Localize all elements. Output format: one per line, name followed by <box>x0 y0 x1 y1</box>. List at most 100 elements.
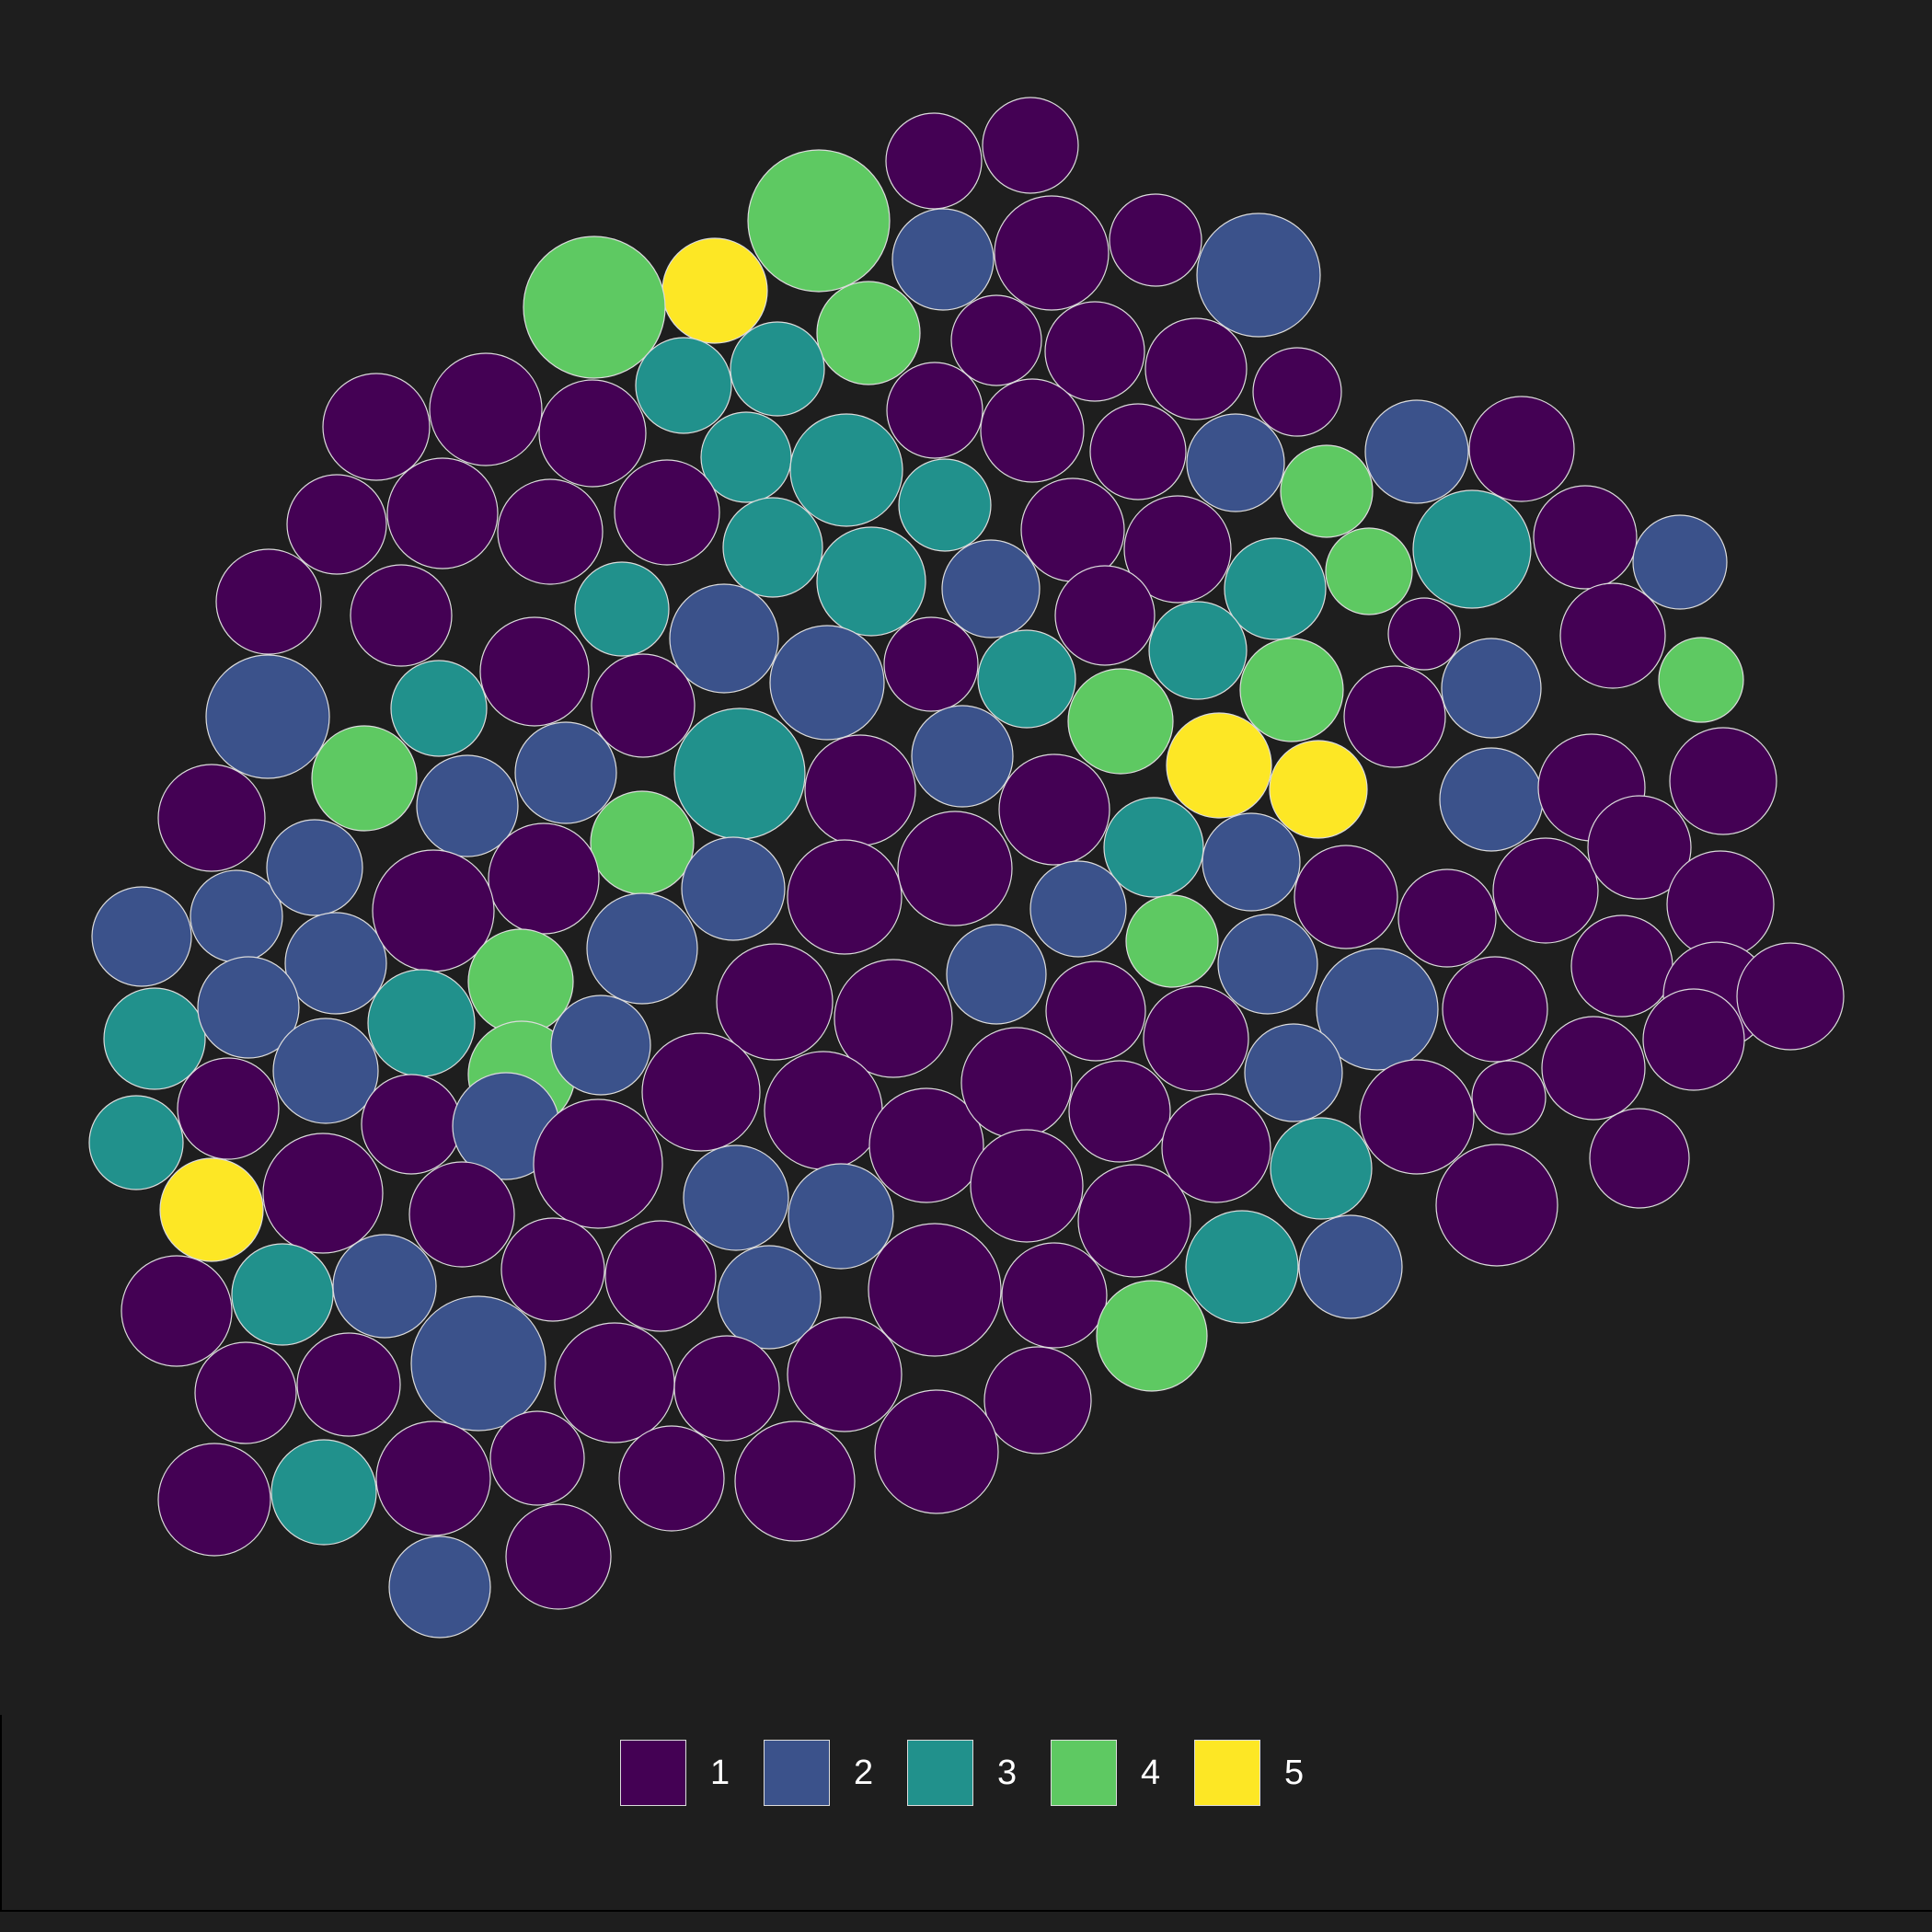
bubble-group-4 <box>747 149 891 293</box>
bubble-group-1 <box>538 379 647 488</box>
bubble-group-4 <box>816 281 921 385</box>
bubble-group-2 <box>891 208 995 311</box>
bubble-group-1 <box>1541 1016 1646 1121</box>
bubble-group-1 <box>1045 960 1146 1062</box>
bubble-group-1 <box>361 1074 462 1175</box>
bubble-group-2 <box>769 625 885 741</box>
bubble-group-1 <box>897 811 1013 926</box>
frame-line-bottom <box>0 1910 1932 1912</box>
bubble-group-3 <box>1270 1117 1373 1220</box>
bubble-group-1 <box>408 1161 515 1268</box>
bubble-group-5 <box>1166 712 1272 819</box>
bubble-group-2 <box>1217 914 1318 1015</box>
bubble-group-1 <box>1343 665 1446 768</box>
bubble-group-1 <box>885 112 983 210</box>
bubble-group-1 <box>1077 1164 1191 1278</box>
bubble-group-1 <box>874 1389 999 1514</box>
bubble-group-3 <box>898 458 992 552</box>
bubble-group-1 <box>787 1317 903 1432</box>
bubble-group-1 <box>1468 396 1575 502</box>
bubble-group-1 <box>1570 914 1673 1018</box>
bubble-group-2 <box>911 705 1014 808</box>
bubble-group-1 <box>950 294 1042 386</box>
bubble-group-3 <box>88 1095 184 1190</box>
bubble-group-1 <box>764 1051 883 1170</box>
bubble-group-1 <box>618 1425 725 1532</box>
bubble-group-2 <box>388 1535 491 1639</box>
bubble-group-1 <box>970 1129 1084 1243</box>
bubble-group-3 <box>977 629 1076 729</box>
bubble-group-1 <box>296 1332 401 1437</box>
bubble-group-1 <box>994 195 1110 311</box>
bubble-group-3 <box>700 411 792 503</box>
bubble-group-1 <box>1068 1060 1171 1163</box>
bubble-group-2 <box>586 892 698 1005</box>
bubble-group-2 <box>1244 1023 1343 1122</box>
bubble-group-2 <box>669 583 779 694</box>
bubble-group-3 <box>270 1439 377 1546</box>
bubble-group-1 <box>121 1255 233 1367</box>
bubble-group-4 <box>1096 1280 1208 1392</box>
bubble-group-1 <box>1669 727 1777 835</box>
legend-swatch-4 <box>1051 1740 1117 1806</box>
bubble-group-1 <box>834 959 953 1078</box>
bubble-group-1 <box>1397 868 1497 968</box>
bubble-group-3 <box>231 1243 334 1346</box>
bubble-group-1 <box>194 1341 297 1444</box>
bubble-group-1 <box>1559 582 1666 689</box>
legend-swatch-5 <box>1194 1740 1260 1806</box>
bubble-group-1 <box>554 1322 675 1443</box>
bubble-group-1 <box>1471 1060 1547 1135</box>
bubble-group-3 <box>390 660 488 757</box>
bubble-group-1 <box>1294 845 1398 949</box>
bubble-group-1 <box>868 1223 1002 1357</box>
bubble-group-1 <box>804 734 916 846</box>
bubble-group-1 <box>157 1443 271 1557</box>
bubble-group-1 <box>429 352 543 466</box>
bubble-group-1 <box>1054 565 1156 666</box>
bubble-group-1 <box>998 753 1110 866</box>
bubble-group-1 <box>262 1133 384 1254</box>
bubble-group-1 <box>960 1027 1073 1139</box>
bubble-group-1 <box>1144 317 1248 420</box>
legend-label: 5 <box>1284 1753 1305 1792</box>
bubble-group-1 <box>734 1420 856 1542</box>
bubble-group-2 <box>1186 413 1285 512</box>
bubble-group-2 <box>332 1234 437 1339</box>
bubble-group-2 <box>681 836 786 941</box>
bubble-group-1 <box>641 1032 761 1152</box>
bubble-group-2 <box>416 754 519 857</box>
bubble-group-1 <box>673 1335 780 1442</box>
bubble-group-1 <box>372 849 495 972</box>
bubble-group-1 <box>322 373 431 481</box>
bubble-group-2 <box>1364 399 1469 504</box>
bubble-group-1 <box>386 457 499 569</box>
bubble-group-1 <box>1642 988 1745 1091</box>
bubble-group-1 <box>982 97 1079 194</box>
bubble-group-1 <box>787 839 903 955</box>
bubble-group-4 <box>1125 894 1219 988</box>
bubble-group-2 <box>941 539 1041 638</box>
bubble-group-5 <box>159 1157 264 1262</box>
legend-label: 3 <box>997 1753 1018 1792</box>
bubble-group-2 <box>197 956 300 1059</box>
bubble-group-2 <box>717 1245 822 1350</box>
legend-item-1: 1 <box>620 1740 738 1806</box>
legend-swatch-3 <box>907 1740 973 1806</box>
bubble-group-2 <box>266 819 363 916</box>
bubble-group-1 <box>350 564 453 667</box>
bubble-group-1 <box>1533 485 1638 590</box>
bubble-group-3 <box>1412 489 1532 609</box>
bubble-group-4 <box>467 928 574 1035</box>
bubble-group-2 <box>1029 860 1127 958</box>
legend-item-3: 3 <box>907 1740 1025 1806</box>
legend-label: 4 <box>1141 1753 1161 1792</box>
bubble-group-2 <box>91 886 192 987</box>
legend: 1 2 3 4 5 <box>0 1715 1932 1831</box>
bubble-group-1 <box>215 548 322 655</box>
bubble-group-2 <box>550 995 651 1096</box>
bubble-group-3 <box>722 497 823 598</box>
bubble-group-1 <box>286 474 387 575</box>
bubble-group-2 <box>1441 638 1542 739</box>
bubble-group-2 <box>1316 948 1439 1071</box>
